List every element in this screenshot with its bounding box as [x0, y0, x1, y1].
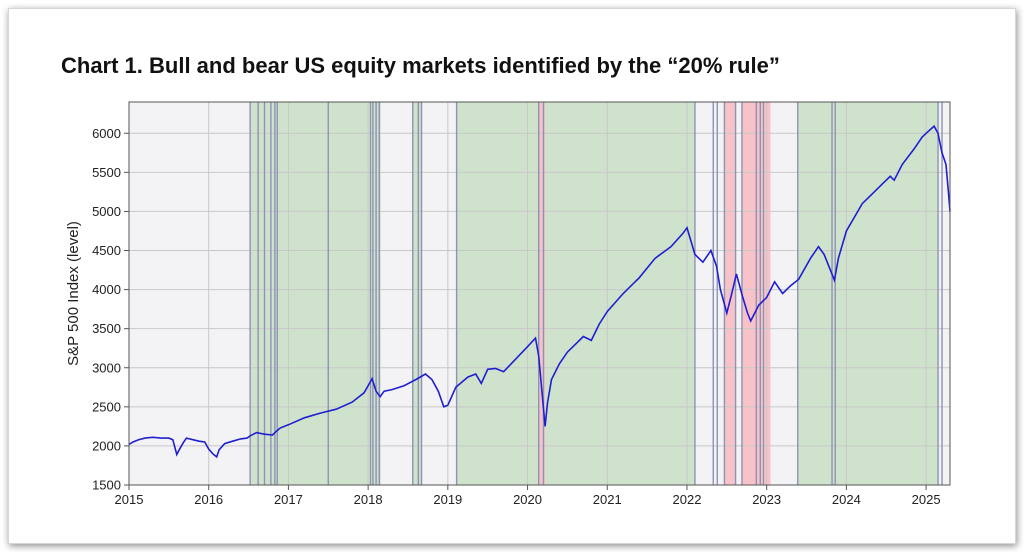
regime-band-neutral — [380, 102, 413, 485]
chart-title: Chart 1. Bull and bear US equity markets… — [61, 53, 780, 78]
y-tick-label: 5000 — [92, 204, 121, 219]
x-tick-label: 2023 — [752, 492, 781, 507]
y-tick-label: 2000 — [92, 438, 121, 453]
y-tick-label: 2500 — [92, 399, 121, 414]
regime-band-neutral — [735, 102, 742, 485]
x-tick-label: 2016 — [194, 492, 223, 507]
x-tick-label: 2025 — [912, 492, 941, 507]
x-tick-label: 2024 — [832, 492, 861, 507]
x-tick-label: 2019 — [433, 492, 462, 507]
x-tick-label: 2020 — [513, 492, 542, 507]
x-tick-label: 2022 — [673, 492, 702, 507]
regime-band-bull — [277, 102, 371, 485]
regime-boundaries — [249, 102, 943, 485]
x-tick-label: 2021 — [593, 492, 622, 507]
regime-band-bull — [797, 102, 833, 485]
regime-bands — [129, 102, 950, 485]
x-axis-ticks: 2015 2016 2017 2018 2019 2020 2021 2022 2023 2024… — [115, 485, 941, 507]
regime-band-neutral — [938, 102, 950, 485]
y-tick-label: 1500 — [92, 478, 121, 493]
y-axis-title: S&P 500 Index (level) — [65, 221, 82, 366]
regime-band-neutral — [713, 102, 725, 485]
x-tick-label: 2018 — [354, 492, 383, 507]
regime-band-bull — [250, 102, 278, 485]
x-tick-label: 2015 — [115, 492, 144, 507]
y-tick-label: 6000 — [92, 126, 121, 141]
y-tick-label: 4500 — [92, 243, 121, 258]
regime-band-bull — [412, 102, 422, 485]
regime-band-neutral — [421, 102, 457, 485]
regime-band-bull — [832, 102, 939, 485]
sp500-series-line — [128, 124, 951, 459]
y-tick-label: 4000 — [92, 282, 121, 297]
regime-band-neutral — [694, 102, 714, 485]
regime-band-bear — [724, 102, 736, 485]
regime-band-bear — [741, 102, 763, 485]
regime-band-bull — [545, 102, 695, 485]
regime-band-neutral — [129, 102, 251, 485]
plot-frame — [128, 101, 951, 486]
regime-band-neutral — [770, 102, 798, 485]
y-tick-label: 3500 — [92, 321, 121, 336]
y-tick-label: 5500 — [92, 165, 121, 180]
y-axis-ticks: 1500 2000 2500 3000 3500 4000 4500 5000 5500 6000 — [92, 126, 129, 493]
x-tick-label: 2017 — [274, 492, 303, 507]
y-tick-label: 3000 — [92, 360, 121, 375]
regime-band-bear — [538, 102, 546, 485]
regime-band-bull — [456, 102, 539, 485]
